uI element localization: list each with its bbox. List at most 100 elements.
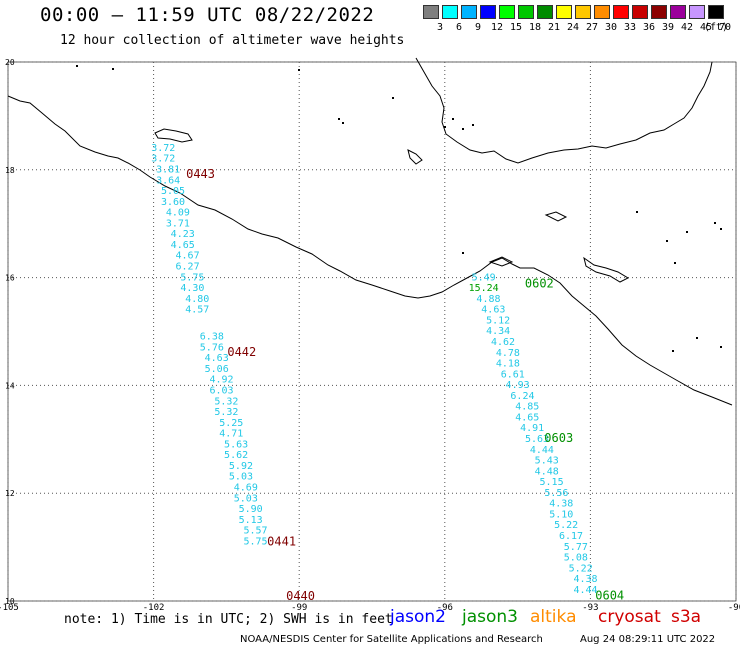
wave-height-value: 4.34 xyxy=(486,326,510,337)
wave-height-value: 5.13 xyxy=(239,515,263,526)
legend-label: 30 xyxy=(604,22,618,33)
island xyxy=(112,68,114,70)
wave-height-value: 4.09 xyxy=(166,208,190,219)
legend-swatch xyxy=(499,5,515,19)
wave-height-value: 4.92 xyxy=(209,375,233,386)
wave-height-value: 4.71 xyxy=(219,429,243,440)
wave-height-value: 5.15 xyxy=(540,477,564,488)
wave-height-value: 5.05 xyxy=(161,186,185,197)
legend-swatch xyxy=(689,5,705,19)
wave-height-value: 5.92 xyxy=(229,461,253,472)
wave-height-value: 5.56 xyxy=(544,488,568,499)
legend-swatch xyxy=(423,5,439,19)
legend-swatch xyxy=(461,5,477,19)
legend-label: 24 xyxy=(566,22,580,33)
lon-tick-label: -105 xyxy=(0,603,19,613)
wave-height-value: 3.64 xyxy=(156,175,180,186)
pass-label: 0442 xyxy=(227,345,256,359)
coastal-lagoon xyxy=(488,256,514,267)
wave-height-value: 3.72 xyxy=(151,143,175,154)
wave-height-value: 4.85 xyxy=(515,402,539,413)
pass-label: 0602 xyxy=(525,276,554,290)
legend-label: 42 xyxy=(680,22,694,33)
wave-height-value: 5.22 xyxy=(554,520,578,531)
wave-height-value: 3.72 xyxy=(151,154,175,165)
reservoir-1 xyxy=(407,149,423,165)
island xyxy=(666,240,668,242)
wave-height-value: 6.61 xyxy=(501,369,525,380)
legend-unit: (ft) xyxy=(704,22,729,33)
legend-swatch xyxy=(632,5,648,19)
wave-height-observations: 3.723.723.813.645.053.604.093.714.234.65… xyxy=(151,143,597,596)
lat-tick-label: 12 xyxy=(5,489,15,498)
wave-height-value: 5.62 xyxy=(224,450,248,461)
lon-tick-label: -93 xyxy=(582,603,598,613)
island xyxy=(720,346,722,348)
island xyxy=(674,262,676,264)
small-islands xyxy=(76,65,722,352)
legend-swatch xyxy=(442,5,458,19)
legend-swatch xyxy=(613,5,629,19)
legend-label: 70 xyxy=(718,22,732,33)
wave-height-value: 4.62 xyxy=(491,337,515,348)
wave-height-value: 5.06 xyxy=(205,364,229,375)
legend-label: 33 xyxy=(623,22,637,33)
island xyxy=(720,228,722,230)
lon-tick-label: -96 xyxy=(437,603,453,613)
legend-label: 45 xyxy=(699,22,713,33)
wave-height-value: 5.03 xyxy=(229,472,253,483)
wave-height-value: 4.18 xyxy=(496,359,520,370)
island xyxy=(452,118,454,120)
units-note: note: 1) Time is in UTC; 2) SWH is in fe… xyxy=(64,612,393,627)
island xyxy=(714,222,716,224)
island xyxy=(462,252,464,254)
pass-label: 0443 xyxy=(186,167,215,181)
lake-chapala xyxy=(154,128,193,143)
wave-height-value: 6.27 xyxy=(176,262,200,273)
pass-labels: 0443 0442 0441 0440 0602 0603 0604 xyxy=(186,167,624,603)
wave-height-value: 6.38 xyxy=(200,332,224,343)
lon-tick-label: -102 xyxy=(143,603,165,613)
lat-tick-label: 20 xyxy=(5,58,15,67)
island xyxy=(76,65,78,67)
wave-height-value: 4.23 xyxy=(171,229,195,240)
wave-height-value: 5.32 xyxy=(214,407,238,418)
legend-label: 15 xyxy=(509,22,523,33)
island xyxy=(392,97,394,99)
map-title: 00:00 – 11:59 UTC 08/22/2022 xyxy=(40,4,375,26)
wave-height-value: 4.38 xyxy=(573,574,597,585)
island xyxy=(696,337,698,339)
wave-height-value: 4.30 xyxy=(180,283,204,294)
island xyxy=(472,124,474,126)
wave-height-value: 4.91 xyxy=(520,423,544,434)
lat-tick-label: 18 xyxy=(5,166,15,175)
legend-swatch xyxy=(518,5,534,19)
satellite-name: cryosat xyxy=(598,607,661,627)
wave-height-value: 4.93 xyxy=(506,380,530,391)
legend-label: 3 xyxy=(436,22,444,33)
wave-height-value: 4.44 xyxy=(530,445,554,456)
lon-tick-label: -99 xyxy=(291,603,307,613)
wave-height-value: 5.22 xyxy=(569,563,593,574)
wave-height-value: 5.90 xyxy=(239,504,263,515)
legend-label: 36 xyxy=(642,22,656,33)
map-frame xyxy=(7,61,737,602)
wave-height-value: 4.57 xyxy=(185,305,209,316)
wave-height-value: 5.63 xyxy=(525,434,549,445)
wave-height-value: 5.75 xyxy=(243,536,267,547)
pass-label: 0440 xyxy=(286,589,315,603)
lat-lon-grid xyxy=(7,61,737,602)
legend-swatch xyxy=(708,5,724,19)
island xyxy=(636,211,638,213)
wave-height-value: 3.71 xyxy=(166,218,190,229)
lat-tick-label: 14 xyxy=(5,381,15,390)
legend-label: 39 xyxy=(661,22,675,33)
island xyxy=(444,126,446,128)
legend-label: 27 xyxy=(585,22,599,33)
wave-height-value: 4.63 xyxy=(205,353,229,364)
mexico-pacific-coast xyxy=(7,95,733,406)
legend-label: 21 xyxy=(547,22,561,33)
island xyxy=(462,128,464,130)
wave-height-value: 6.17 xyxy=(559,531,583,542)
